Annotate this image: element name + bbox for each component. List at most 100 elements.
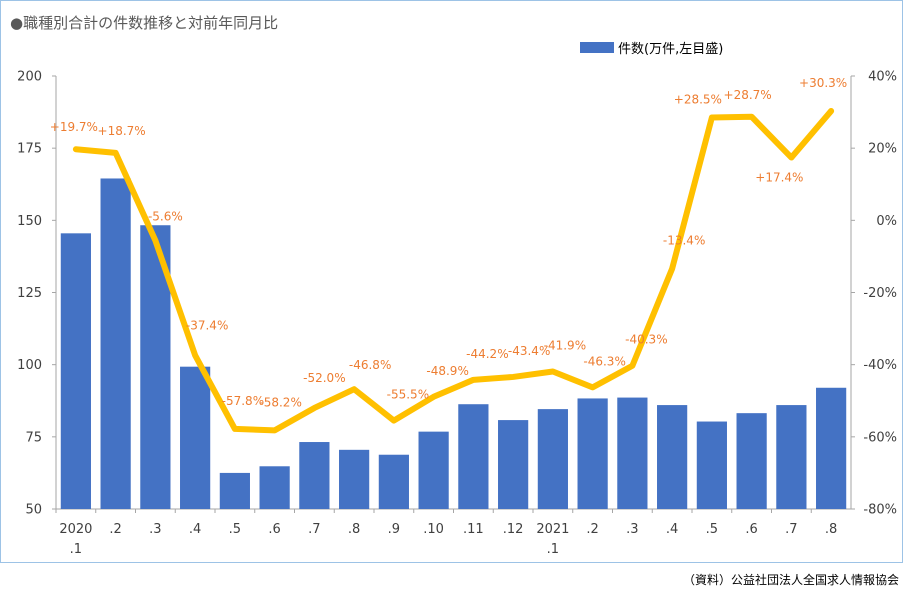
y-tick-right-label: -20% (863, 286, 897, 301)
bar (100, 178, 131, 509)
data-label: -48.9% (426, 364, 468, 378)
line-point (790, 157, 792, 159)
y-tick-left-label: 50 (25, 503, 42, 518)
x-tick-label: .2 (586, 522, 598, 537)
bar (816, 387, 847, 509)
data-label: +28.7% (724, 88, 772, 102)
legend-label-bar: 件数(万件,左目盛) (618, 42, 724, 57)
data-label: +18.7% (98, 124, 146, 138)
data-label: -46.8% (349, 358, 391, 372)
chart-plot: 50 75 100 125 150 175 200 -80% -60% -40% -20% 0% 20%… (17, 70, 897, 558)
line-point (274, 429, 276, 431)
x-tick-label: .8 (825, 522, 837, 537)
x-tick-label: .12 (503, 522, 524, 537)
data-label: -57.8% (222, 394, 264, 408)
data-label: -46.3% (583, 354, 625, 368)
x-tick-label: .6 (745, 522, 757, 537)
line-point (751, 116, 753, 118)
x-tick-label-sub: .1 (547, 542, 559, 557)
bar (378, 454, 409, 509)
data-label: -43.4% (508, 344, 550, 358)
y-tick-left-label: 125 (17, 286, 42, 301)
y-tick-right-label: -80% (863, 503, 897, 518)
bar (339, 449, 370, 509)
x-tick-label: .3 (149, 522, 161, 537)
chart-frame (0, 0, 903, 563)
bar (60, 233, 91, 509)
line-point (115, 152, 117, 154)
line-point (433, 396, 435, 398)
bar (577, 398, 608, 509)
line-point (830, 110, 832, 112)
bar (498, 420, 529, 509)
data-label: -41.9% (544, 339, 586, 353)
bar (418, 431, 449, 509)
x-tick-label: 2020 (59, 522, 92, 537)
bar (458, 404, 489, 509)
legend: 件数(万件,左目盛) (580, 38, 723, 57)
data-label: +30.3% (799, 76, 847, 90)
bar (657, 405, 688, 509)
bar (219, 472, 250, 509)
x-tick-label: .10 (423, 522, 444, 537)
y-tick-right-label: -40% (863, 358, 897, 373)
bar (776, 405, 807, 509)
data-label: +28.5% (674, 92, 722, 106)
data-label: -40.3% (625, 333, 667, 347)
chart-title: ●職種別合計の件数推移と対前年同月比 (10, 14, 279, 32)
x-tick-label: .4 (189, 522, 201, 537)
y-tick-left-label: 150 (17, 214, 42, 229)
y-tick-right-label: -60% (863, 430, 897, 445)
bar (180, 366, 211, 509)
x-tick-label: .3 (626, 522, 638, 537)
line-point (234, 428, 236, 430)
line-point (393, 420, 395, 422)
bar (696, 421, 727, 509)
data-label: -5.6% (148, 210, 183, 224)
y-tick-left-label: 75 (25, 430, 42, 445)
line-series-yoy (72, 108, 835, 434)
bar (617, 397, 648, 509)
x-tick-label: .6 (268, 522, 280, 537)
bar (537, 409, 568, 509)
legend-swatch-bar (580, 42, 614, 53)
source-note: （資料）公益社団法人全国求人情報協会 (682, 573, 899, 587)
data-label: -55.5% (387, 388, 429, 402)
line-point (313, 407, 315, 409)
line-point (711, 116, 713, 118)
line-point (671, 268, 673, 270)
data-label: -58.2% (259, 395, 301, 409)
x-tick-label: 2021 (536, 522, 569, 537)
x-tick-label: .5 (229, 522, 241, 537)
x-tick-label-sub: .1 (70, 542, 82, 557)
data-label: +19.7% (50, 120, 98, 134)
x-tick-label: .7 (785, 522, 797, 537)
x-tick-label: .5 (706, 522, 718, 537)
line-point (353, 388, 355, 390)
x-tick-label: .8 (348, 522, 360, 537)
data-label: -44.2% (466, 347, 508, 361)
line-point (154, 240, 156, 242)
x-tick-label: .11 (463, 522, 484, 537)
line-point (194, 354, 196, 356)
line-point (472, 379, 474, 381)
data-label: +17.4% (755, 171, 803, 185)
data-label: -52.0% (303, 371, 345, 385)
data-label: -13.4% (663, 234, 705, 248)
line-point (75, 148, 77, 150)
y-tick-left-label: 100 (17, 358, 42, 373)
x-tick-label: .7 (308, 522, 320, 537)
line-point (552, 371, 554, 373)
line-point (631, 365, 633, 367)
bar (736, 413, 767, 509)
x-tick-label: .4 (666, 522, 678, 537)
line-point (512, 376, 514, 378)
bar (299, 442, 330, 509)
y-tick-right-label: 40% (868, 70, 897, 85)
x-tick-label: .2 (109, 522, 121, 537)
y-tick-right-label: 0% (876, 214, 897, 229)
data-label: -37.4% (186, 318, 228, 332)
y-tick-left-label: 175 (17, 142, 42, 157)
y-tick-left-label: 200 (17, 70, 42, 85)
y-tick-right-label: 20% (868, 142, 897, 157)
